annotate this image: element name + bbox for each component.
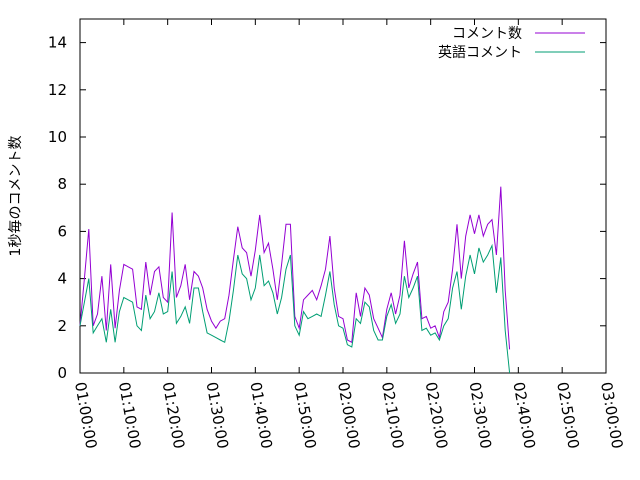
x-axis: 01:00:00 01:10:00 01:20:00 01:30:00 01:40:00… (71, 19, 626, 450)
x-tick-label: 02:50:00 (553, 381, 582, 450)
x-tick-label: 02:00:00 (334, 381, 363, 450)
x-tick-label: 02:30:00 (466, 381, 495, 450)
series-line-2 (79, 243, 511, 374)
y-axis-label: 1秒毎のコメント数 (8, 136, 24, 257)
y-tick-label: 10 (48, 128, 67, 146)
x-tick-label: 02:20:00 (422, 381, 451, 450)
y-tick-label: 4 (57, 270, 67, 288)
y-tick-label: 2 (57, 317, 67, 335)
x-tick-label: 01:50:00 (290, 381, 319, 450)
x-tick-label: 01:00:00 (71, 381, 100, 450)
legend-label-2: 英語コメント (438, 44, 522, 61)
y-tick-label: 12 (48, 81, 67, 99)
y-tick-label: 14 (48, 34, 67, 52)
y-tick-label: 0 (57, 364, 67, 382)
y-tick-label: 6 (57, 222, 67, 240)
x-tick-label: 02:10:00 (378, 381, 407, 450)
x-tick-label: 03:00:00 (597, 381, 626, 450)
x-tick-label: 01:40:00 (246, 381, 275, 450)
x-tick-label: 02:40:00 (509, 381, 538, 450)
series-line-1 (79, 186, 511, 350)
series-layer (79, 186, 511, 374)
x-tick-label: 01:20:00 (159, 381, 188, 450)
y-axis: 0 2 4 6 8 10 12 14 (48, 34, 606, 382)
legend-label-1: コメント数 (452, 26, 522, 42)
x-tick-label: 01:10:00 (115, 381, 144, 450)
y-tick-label: 8 (57, 175, 67, 193)
x-tick-label: 01:30:00 (203, 381, 232, 450)
